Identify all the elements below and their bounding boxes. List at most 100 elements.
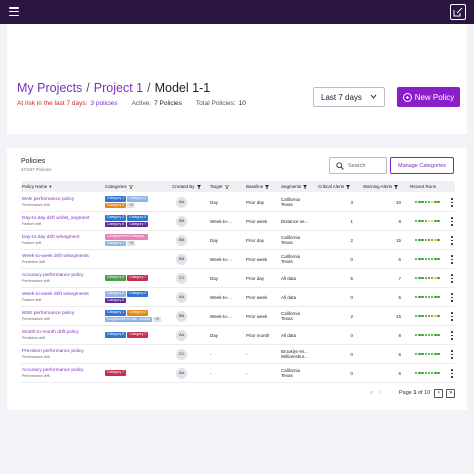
recent-runs-cell	[415, 307, 445, 325]
table-row[interactable]: Accuracy performance policy Performance d…	[21, 269, 455, 288]
more-categories-chip[interactable]: +2	[153, 316, 161, 322]
creator-cell: CC	[176, 269, 192, 287]
critical-alerts-cell: 0	[350, 256, 353, 262]
search-input[interactable]	[348, 161, 384, 171]
more-options-icon[interactable]	[451, 331, 453, 340]
warning-alerts-cell: 15	[395, 237, 401, 243]
policy-name-link[interactable]: Month-to-month drift policy	[22, 330, 79, 335]
categories-cell: LongNameForCategory... Category 1 +3	[105, 231, 169, 249]
col-target[interactable]: Target	[210, 181, 229, 192]
category-chip[interactable]: Category 8	[105, 297, 127, 303]
avatar: CC	[176, 272, 187, 284]
segment-value: All data	[281, 294, 297, 300]
category-chip[interactable]: Category 7	[127, 275, 149, 281]
next-page-icon[interactable]: ›	[434, 388, 444, 398]
more-categories-chip[interactable]: +3	[127, 240, 136, 246]
policy-name-link[interactable]: Accuracy performance policy	[22, 368, 84, 373]
table-row[interactable]: Week-to-week drift w/segments Feature dri…	[21, 288, 455, 307]
manage-categories-button[interactable]: Manage Categories	[390, 157, 454, 174]
avatar: AA	[176, 196, 187, 208]
table-row[interactable]: Day-to-day drift w/dist_segment Feature d…	[21, 212, 455, 231]
first-page-icon[interactable]: «	[369, 390, 374, 396]
category-chip[interactable]: Category 7	[105, 370, 127, 376]
page-label: Page	[399, 390, 412, 396]
more-options-icon[interactable]	[451, 369, 453, 378]
policy-name-link[interactable]: Accuracy performance policy	[22, 273, 84, 278]
category-chip[interactable]: Category 5	[127, 215, 149, 221]
breadcrumb-separator: /	[147, 81, 151, 95]
col-warning-alerts[interactable]: Warning Alerts	[363, 181, 399, 192]
compose-icon[interactable]	[450, 4, 466, 20]
more-options-icon[interactable]	[451, 236, 453, 245]
category-chip[interactable]: Category 3	[105, 202, 127, 208]
run-status-dot	[434, 257, 437, 261]
category-chip[interactable]: Category 7	[127, 332, 149, 338]
critical-alerts-cell: 0	[350, 332, 353, 338]
category-chip[interactable]: Category 5	[105, 332, 127, 338]
table-row[interactable]: Day-to-day drift w/segment Feature drift L…	[21, 231, 455, 250]
plus-circle-icon	[402, 92, 412, 102]
category-chip[interactable]: Category 4	[127, 291, 149, 297]
category-chip[interactable]: Category 6	[105, 275, 127, 281]
table-row[interactable]: MSE performance policy Performance drift C…	[21, 307, 455, 326]
table-row[interactable]: Month-to-month drift policy Prediction dr…	[21, 326, 455, 345]
run-status-dot	[424, 238, 427, 242]
col-critical-alerts[interactable]: Critical Alerts	[318, 181, 351, 192]
policy-name-link[interactable]: Precision performance policy	[22, 349, 84, 354]
baseline-cell: Prior week	[246, 313, 268, 319]
policy-name-link[interactable]: Week-to-week drift w/segments	[22, 254, 89, 259]
menu-icon[interactable]	[9, 7, 19, 16]
category-chip[interactable]: Category 1	[105, 196, 127, 202]
warning-alerts-cell: 6	[398, 256, 401, 262]
last-page-icon[interactable]: »	[446, 388, 456, 398]
col-segments[interactable]: Segments	[281, 181, 308, 192]
more-options-icon[interactable]	[451, 350, 453, 359]
category-chip[interactable]: LongNameForCate...Dbd88	[105, 316, 152, 322]
more-options-icon[interactable]	[451, 255, 453, 264]
breadcrumb-my-projects[interactable]: My Projects	[17, 81, 83, 95]
warning-alerts-cell: 8	[398, 332, 401, 338]
page-total: 10	[424, 390, 431, 396]
more-categories-chip[interactable]: +2	[127, 202, 136, 208]
run-status-dot	[437, 314, 440, 318]
risk-value[interactable]: 3 policies	[90, 100, 118, 107]
table-row[interactable]: MAE performance policy Performance drift C…	[21, 193, 455, 212]
category-chip[interactable]: LongNameForCategory...	[105, 234, 149, 240]
category-chip[interactable]: Category 2	[127, 196, 149, 202]
more-options-icon[interactable]	[451, 274, 453, 283]
critical-alerts-cell: 1	[350, 218, 353, 224]
category-chip[interactable]: Category 6	[105, 221, 127, 227]
table-row[interactable]: Week-to-week drift w/segments Prediction …	[21, 250, 455, 269]
policy-count: 47/247 Policies	[21, 167, 52, 172]
col-policy-name[interactable]: Policy Name ▾	[22, 181, 52, 192]
category-chip[interactable]: Category 1	[105, 240, 127, 246]
run-status-dot	[427, 219, 431, 223]
policy-name-link[interactable]: MAE performance policy	[22, 197, 75, 202]
col-categories[interactable]: Categories	[105, 181, 133, 192]
category-chip[interactable]: Category 3	[105, 291, 127, 297]
breadcrumb-project[interactable]: Project 1	[93, 81, 144, 95]
policy-name-link[interactable]: Day-to-day drift w/dist_segment	[22, 216, 90, 221]
creator-cell: BB	[176, 212, 192, 230]
more-options-icon[interactable]	[451, 198, 453, 207]
policy-name-link[interactable]: Day-to-day drift w/segment	[22, 235, 80, 240]
more-options-icon[interactable]	[451, 312, 453, 321]
col-created-by[interactable]: Created By	[172, 181, 201, 192]
filter-icon	[303, 184, 308, 189]
more-options-icon[interactable]	[451, 217, 453, 226]
filter-icon	[394, 184, 399, 189]
category-chip[interactable]: Category 2	[127, 310, 149, 316]
col-baseline[interactable]: Baseline	[246, 181, 270, 192]
table-row[interactable]: Precision performance policy Performance …	[21, 345, 455, 364]
new-policy-button[interactable]: New Policy	[397, 87, 460, 107]
search-box[interactable]	[329, 157, 387, 174]
prev-page-icon[interactable]: ‹	[379, 390, 382, 396]
category-chip[interactable]: Category 4	[105, 215, 127, 221]
policy-name-link[interactable]: MSE performance policy	[22, 311, 75, 316]
category-chip[interactable]: Category 7	[127, 221, 149, 227]
category-chip[interactable]: Category 1	[105, 310, 127, 316]
policy-name-link[interactable]: Week-to-week drift w/segments	[22, 292, 89, 297]
date-range-select[interactable]: Last 7 days	[313, 87, 385, 107]
more-options-icon[interactable]	[451, 293, 453, 302]
table-row[interactable]: Accuracy performance policy Performance d…	[21, 364, 455, 383]
